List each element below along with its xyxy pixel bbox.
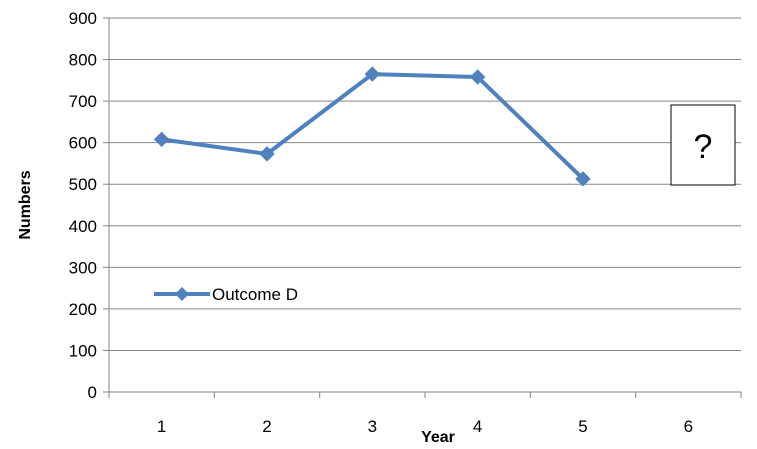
series-layer	[153, 66, 591, 187]
annotation-box: ?	[670, 104, 736, 186]
y-tick-label: 0	[88, 383, 97, 402]
x-tick-label: 4	[473, 417, 482, 436]
legend: Outcome D	[154, 285, 298, 304]
annotation-rect	[670, 104, 736, 186]
y-axis-title: Numbers	[17, 170, 34, 239]
y-tick-label: 600	[69, 134, 97, 153]
x-tick-label: 1	[157, 417, 166, 436]
x-tick-label: 3	[368, 417, 377, 436]
x-tick-label: 6	[684, 417, 693, 436]
x-axis-ticks: 1 2 3 4 5 6	[108, 392, 742, 436]
data-point-marker	[575, 171, 591, 187]
y-tick-label: 300	[69, 258, 97, 277]
gridlines	[109, 17, 741, 351]
legend-diamond-marker	[175, 287, 189, 301]
data-point-marker	[469, 69, 486, 85]
series-line	[159, 72, 585, 181]
y-tick-label: 400	[69, 217, 97, 236]
data-point-marker	[364, 66, 381, 82]
y-tick-label: 900	[69, 9, 97, 28]
legend-label: Outcome D	[212, 285, 298, 304]
y-tick-label: 800	[69, 51, 97, 70]
data-point-marker	[259, 146, 275, 162]
x-axis-title: Year	[421, 429, 455, 446]
y-tick-label: 700	[69, 92, 97, 111]
data-point-marker	[153, 131, 170, 148]
annotation-text: ?	[694, 128, 713, 166]
x-tick-label: 5	[578, 417, 587, 436]
y-tick-label: 100	[69, 341, 97, 360]
y-tick-label: 200	[69, 300, 97, 319]
x-tick-label: 2	[262, 417, 271, 436]
y-axis-ticks: 0 100 200 300 400 500 600 700 800 900	[69, 9, 109, 402]
y-tick-label: 500	[69, 175, 97, 194]
